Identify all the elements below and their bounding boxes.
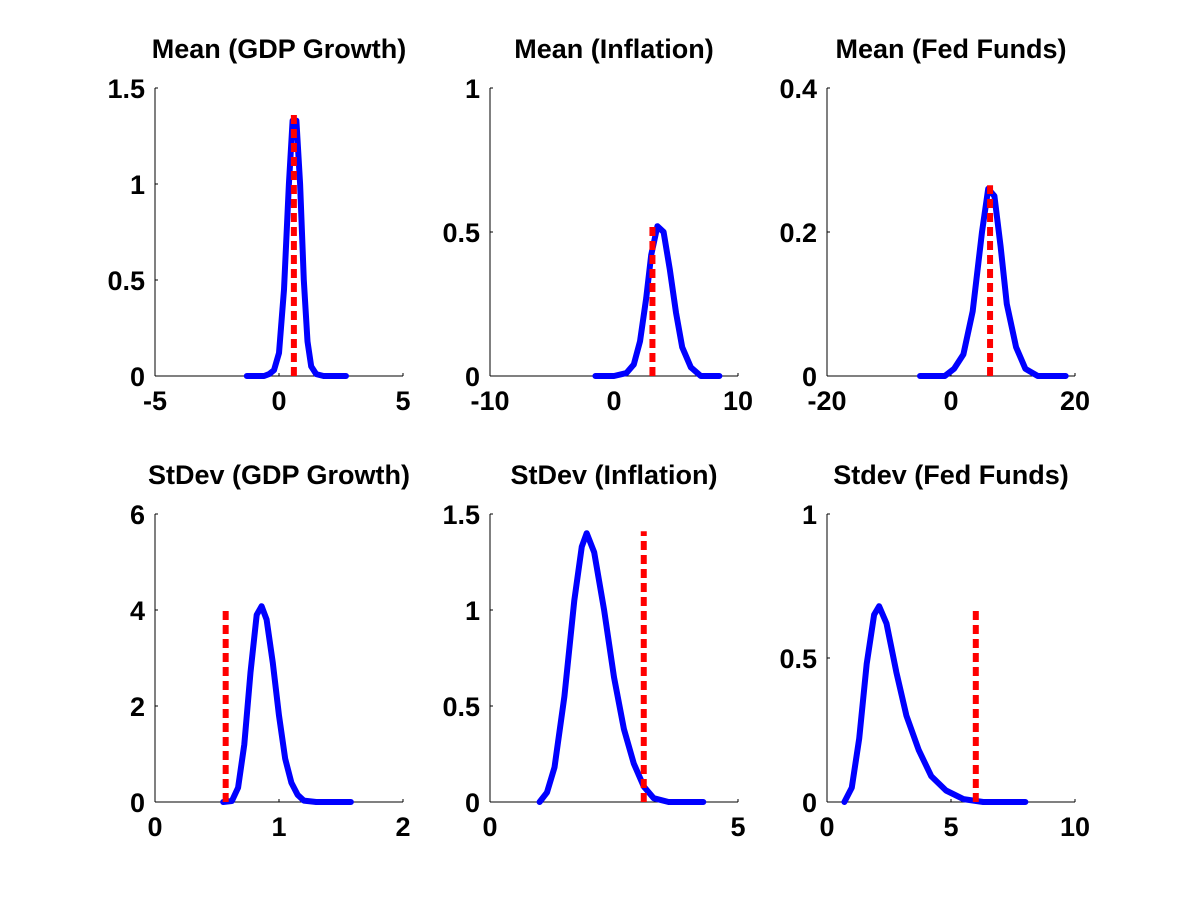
y-tick-label: 0.5 bbox=[442, 218, 480, 248]
density-curve bbox=[220, 603, 354, 805]
y-tick-label: 0 bbox=[802, 362, 817, 392]
x-tick-label: 1 bbox=[271, 812, 286, 842]
x-tick-label: 10 bbox=[1060, 812, 1090, 842]
y-tick-label: 0 bbox=[465, 788, 480, 818]
x-tick-label: 2 bbox=[395, 812, 410, 842]
x-tick-label: 5 bbox=[943, 812, 958, 842]
y-tick-label: 0.4 bbox=[779, 74, 817, 104]
subplot-6: Stdev (Fed Funds) 0 5 10 0 0.5 1 bbox=[779, 460, 1090, 842]
y-tick-label: 2 bbox=[130, 692, 145, 722]
x-tick-label: 0 bbox=[819, 812, 834, 842]
y-tick-label: 0.5 bbox=[107, 266, 145, 296]
x-tick-label: 0 bbox=[147, 812, 162, 842]
subplot-title: Mean (Inflation) bbox=[514, 34, 713, 64]
x-tick-label: 0 bbox=[606, 386, 621, 416]
y-tick-label: 0.5 bbox=[442, 692, 480, 722]
subplot-title: Stdev (Fed Funds) bbox=[833, 460, 1069, 490]
y-tick-label: 0 bbox=[465, 362, 480, 392]
y-tick-label: 4 bbox=[130, 596, 145, 626]
subplot-5: StDev (Inflation) 0 5 0 0.5 1 1.5 bbox=[442, 460, 745, 842]
x-tick-label: -10 bbox=[470, 386, 509, 416]
x-tick-label: -5 bbox=[143, 386, 167, 416]
x-tick-label: 5 bbox=[395, 386, 410, 416]
y-tick-label: 1 bbox=[465, 74, 480, 104]
subplot-4: StDev (GDP Growth) 0 1 2 0 2 4 6 bbox=[130, 460, 411, 842]
x-tick-label: 5 bbox=[730, 812, 745, 842]
subplot-1: Mean (GDP Growth)-5 0 500.511.5 bbox=[107, 34, 410, 416]
density-curve bbox=[841, 603, 1029, 805]
y-tick-label: 6 bbox=[130, 500, 145, 530]
y-tick-label: 0 bbox=[802, 788, 817, 818]
density-curve bbox=[536, 530, 707, 805]
subplot-title: StDev (Inflation) bbox=[511, 460, 718, 490]
y-tick-label: 0 bbox=[130, 788, 145, 818]
x-tick-label: 10 bbox=[723, 386, 753, 416]
y-tick-label: 0.2 bbox=[779, 218, 817, 248]
x-tick-label: 0 bbox=[943, 386, 958, 416]
y-tick-label: 1 bbox=[130, 170, 145, 200]
x-tick-label: 20 bbox=[1060, 386, 1090, 416]
x-tick-label: 0 bbox=[482, 812, 497, 842]
subplot-title: Mean (GDP Growth) bbox=[152, 34, 407, 64]
x-tick-label: -20 bbox=[807, 386, 846, 416]
x-tick-label: 0 bbox=[271, 386, 286, 416]
subplot-title: StDev (GDP Growth) bbox=[148, 460, 410, 490]
density-curve bbox=[592, 223, 723, 379]
y-tick-label: 1.5 bbox=[107, 74, 145, 104]
y-tick-label: 1 bbox=[802, 500, 817, 530]
y-tick-label: 1 bbox=[465, 596, 480, 626]
subplot-title: Mean (Fed Funds) bbox=[836, 34, 1067, 64]
y-tick-label: 1.5 bbox=[442, 500, 480, 530]
y-tick-label: 0.5 bbox=[779, 644, 817, 674]
y-tick-label: 0 bbox=[130, 362, 145, 392]
